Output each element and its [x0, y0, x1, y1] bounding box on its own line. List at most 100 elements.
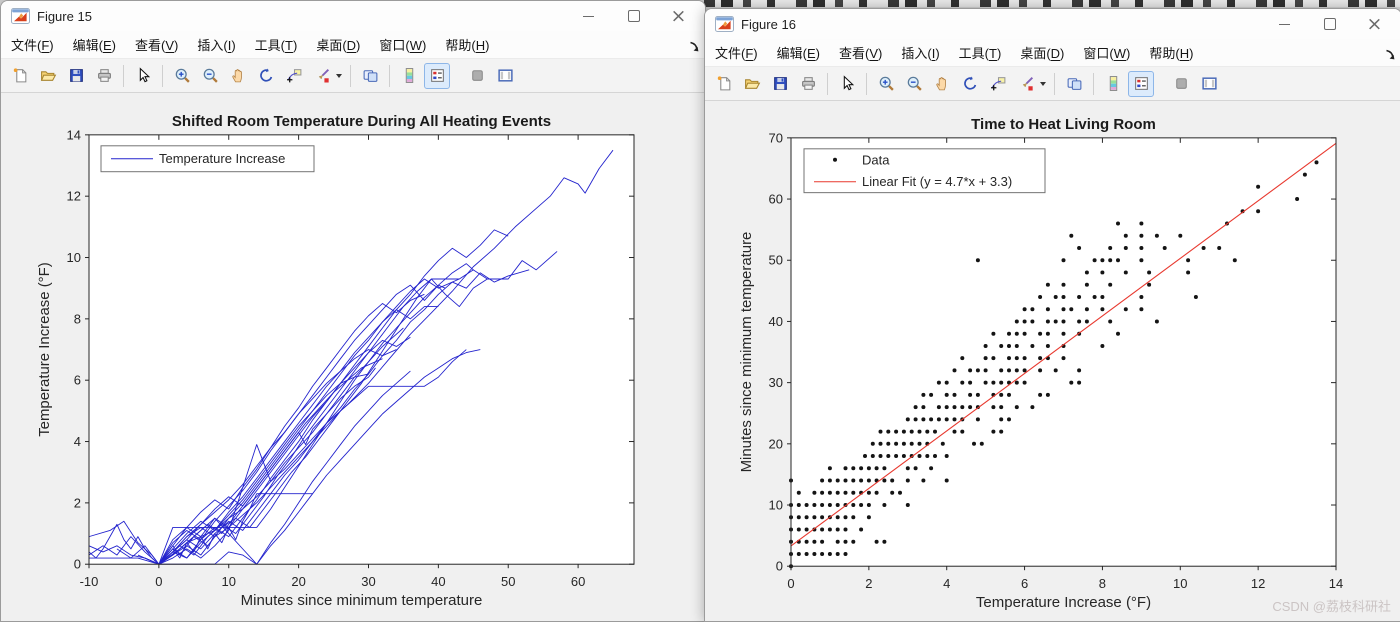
x-tick-label: 10 — [222, 574, 236, 589]
save-figure-button[interactable] — [767, 71, 793, 97]
plot-area[interactable] — [791, 137, 1336, 567]
x-tick-label: 14 — [1329, 576, 1343, 591]
zoom-in-button[interactable] — [169, 63, 195, 89]
data-point — [827, 478, 832, 483]
menu-item-insert[interactable]: 插入(I) — [197, 38, 236, 53]
brush-data-button[interactable] — [1013, 71, 1039, 97]
data-point — [859, 478, 864, 483]
menu-item-tools[interactable]: 工具(T) — [958, 46, 1002, 61]
data-point — [1038, 368, 1043, 373]
menu-item-view[interactable]: 查看(V) — [135, 38, 179, 53]
hide-plot-tools-button[interactable] — [464, 63, 490, 89]
titlebar[interactable]: Figure 16 × — [705, 9, 1400, 39]
y-tick-label: 6 — [74, 373, 81, 388]
background-window-strip — [704, 0, 1400, 7]
data-cursor-button[interactable] — [985, 71, 1011, 97]
new-figure-button[interactable] — [711, 71, 737, 97]
close-icon: × — [670, 4, 687, 27]
maximize-button[interactable] — [611, 2, 656, 31]
legend-box[interactable] — [803, 148, 1046, 194]
menu-item-insert[interactable]: 插入(I) — [901, 46, 940, 61]
zoom-in-button[interactable] — [873, 71, 899, 97]
data-cursor-button[interactable] — [281, 63, 307, 89]
maximize-icon — [1323, 18, 1336, 30]
print-figure-button[interactable] — [91, 63, 117, 89]
menu-item-file[interactable]: 文件(F) — [715, 46, 758, 61]
titlebar[interactable]: Figure 15 × — [1, 1, 705, 31]
new-figure-button[interactable] — [7, 63, 33, 89]
menu-overflow-arrow-icon[interactable] — [689, 39, 700, 57]
show-plot-tools-button[interactable] — [492, 63, 518, 89]
data-point — [827, 490, 832, 495]
data-point — [1022, 331, 1027, 336]
data-point — [921, 392, 926, 397]
close-button[interactable]: × — [1352, 10, 1397, 39]
brush-data-button[interactable] — [309, 63, 335, 89]
data-point — [952, 392, 957, 397]
minimize-button[interactable] — [1262, 10, 1307, 39]
menu-item-view[interactable]: 查看(V) — [839, 46, 883, 61]
rotate-3d-button[interactable] — [957, 71, 983, 97]
insert-colorbar-button[interactable] — [1100, 71, 1126, 97]
link-plot-button[interactable] — [1061, 71, 1087, 97]
data-point — [975, 368, 980, 373]
data-point — [1116, 258, 1120, 263]
zoom-out-button[interactable] — [197, 63, 223, 89]
menu-item-file[interactable]: 文件(F) — [11, 38, 54, 53]
right-chart-svg[interactable]: 0 2 4 6 8 10 12 14 0 10 20 30 40 50 60 70 Time to Heat L… — [705, 101, 1400, 621]
plot-area[interactable] — [89, 134, 634, 565]
brush-dropdown-arrow-icon[interactable] — [1040, 81, 1046, 86]
open-file-button[interactable] — [739, 71, 765, 97]
menu-item-tools[interactable]: 工具(T) — [254, 38, 298, 53]
data-point — [1061, 331, 1066, 336]
pan-button[interactable] — [225, 63, 251, 89]
close-button[interactable]: × — [656, 2, 701, 31]
data-point — [1123, 233, 1128, 238]
rotate-3d-button[interactable] — [253, 63, 279, 89]
menu-item-edit[interactable]: 编辑(E) — [72, 38, 116, 53]
plot-tools-icon — [497, 67, 514, 84]
menu-item-window[interactable]: 窗口(W) — [1083, 46, 1131, 61]
data-point — [804, 527, 809, 532]
minimize-button[interactable] — [566, 2, 611, 31]
data-point — [1092, 294, 1097, 299]
show-plot-tools-button[interactable] — [1196, 71, 1222, 97]
menu-item-window[interactable]: 窗口(W) — [379, 38, 427, 53]
data-point — [905, 503, 910, 508]
data-point — [870, 441, 875, 446]
data-point — [796, 503, 801, 508]
insert-legend-button[interactable] — [424, 62, 450, 89]
print-figure-button[interactable] — [795, 71, 821, 97]
save-figure-button[interactable] — [63, 63, 89, 89]
figure-window-15: Figure 15 × 文件(F) 编辑(E) 查看(V) 插入(I) 工具(T) 桌面(… — [0, 0, 706, 622]
brush-dropdown-arrow-icon[interactable] — [336, 73, 342, 78]
menu-item-desktop[interactable]: 桌面(D) — [316, 38, 361, 53]
menu-item-edit[interactable]: 编辑(E) — [776, 46, 820, 61]
data-point — [952, 405, 957, 410]
data-point — [1007, 417, 1011, 422]
maximize-button[interactable] — [1307, 10, 1352, 39]
data-point — [851, 490, 856, 495]
data-point — [1045, 392, 1050, 397]
left-chart-svg[interactable]: -10 0 10 20 30 40 50 60 0 2 4 6 8 10 12 14 Shifted Room … — [1, 93, 705, 621]
open-file-button[interactable] — [35, 63, 61, 89]
data-point — [991, 380, 996, 385]
data-point — [1108, 282, 1113, 287]
data-point — [1314, 160, 1319, 165]
data-point — [1030, 343, 1035, 348]
hide-plot-tools-button[interactable] — [1168, 71, 1194, 97]
link-plot-button[interactable] — [357, 63, 383, 89]
menu-item-desktop[interactable]: 桌面(D) — [1020, 46, 1065, 61]
menu-item-help[interactable]: 帮助(H) — [445, 38, 490, 53]
data-point — [1045, 282, 1050, 287]
edit-plot-button[interactable] — [834, 71, 860, 97]
insert-colorbar-button[interactable] — [396, 63, 422, 89]
menu-item-help[interactable]: 帮助(H) — [1149, 46, 1194, 61]
data-point — [851, 466, 856, 471]
data-point — [1038, 392, 1043, 397]
zoom-out-button[interactable] — [901, 71, 927, 97]
pan-button[interactable] — [929, 71, 955, 97]
edit-plot-button[interactable] — [130, 63, 156, 89]
insert-legend-button[interactable] — [1128, 70, 1154, 97]
menu-overflow-arrow-icon[interactable] — [1385, 47, 1396, 65]
